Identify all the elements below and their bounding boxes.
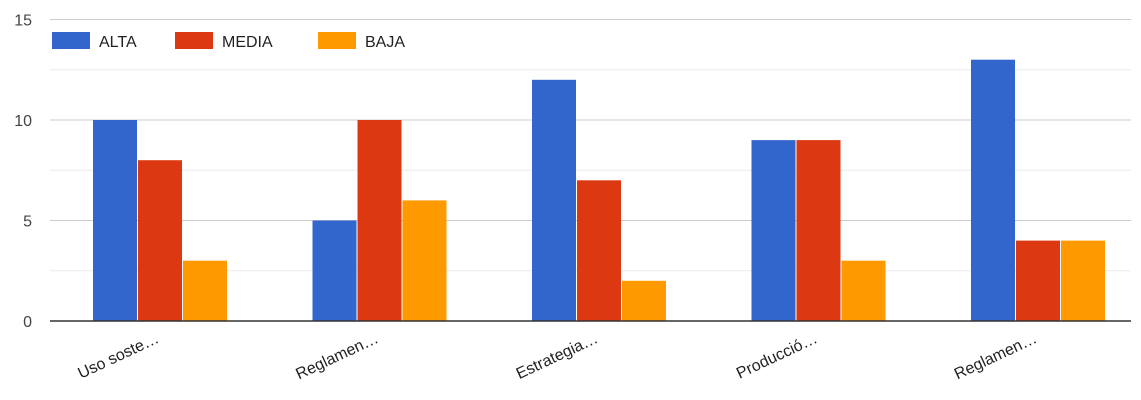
bar-media-0[interactable] — [138, 160, 182, 321]
x-axis-labels: Uso soste… Reglamen… Estrategia… Producció…… — [76, 330, 1040, 383]
y-tick-label: 0 — [23, 314, 32, 331]
x-category-label: Reglamen… — [952, 330, 1040, 383]
legend-swatch-alta[interactable] — [52, 32, 90, 49]
grid-lines — [50, 19, 1131, 272]
x-category-label: Uso soste… — [76, 330, 162, 382]
bar-alta-0[interactable] — [93, 120, 137, 321]
bar-baja-2[interactable] — [622, 280, 666, 321]
bar-media-4[interactable] — [1016, 240, 1060, 321]
y-tick-label: 15 — [14, 13, 32, 30]
legend-label-alta[interactable]: ALTA — [99, 34, 137, 51]
legend-swatch-media[interactable] — [175, 32, 213, 49]
bar-alta-1[interactable] — [312, 220, 357, 322]
x-category-label: Estrategia… — [514, 330, 601, 383]
bar-alta-2[interactable] — [532, 79, 576, 321]
bar-alta-4[interactable] — [971, 59, 1015, 321]
y-tick-label: 5 — [23, 214, 32, 231]
bar-baja-1[interactable] — [402, 200, 447, 321]
bar-alta-3[interactable] — [751, 140, 796, 321]
legend-label-baja[interactable]: BAJA — [365, 34, 405, 51]
bar-baja-0[interactable] — [183, 260, 227, 321]
bar-media-1[interactable] — [357, 120, 402, 321]
x-category-label: Producció… — [734, 330, 820, 382]
x-category-label: Reglamen… — [293, 330, 381, 383]
bar-media-3[interactable] — [796, 140, 841, 321]
bar-baja-3[interactable] — [841, 260, 886, 321]
bar-media-2[interactable] — [577, 180, 621, 321]
y-tick-label: 10 — [14, 113, 32, 130]
legend-label-media[interactable]: MEDIA — [222, 34, 273, 51]
legend-swatch-baja[interactable] — [318, 32, 356, 49]
bar-baja-4[interactable] — [1061, 240, 1105, 321]
legend[interactable]: ALTA MEDIA BAJA — [52, 32, 405, 51]
bars — [93, 59, 1105, 322]
y-axis-ticks: 0 5 10 15 — [14, 13, 32, 332]
